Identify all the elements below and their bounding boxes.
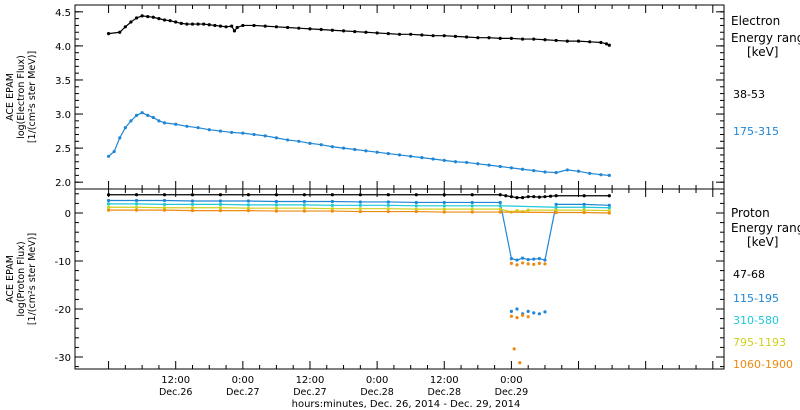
y-tick-label: -10 [55,257,71,268]
series-115-195 [106,198,611,316]
data-point [526,309,530,313]
x-date-label: Dec.28 [360,387,394,398]
legend-entry: 795-1193 [733,336,786,349]
x-date-label: Dec.29 [495,387,529,398]
x-date-label: Dec.27 [226,387,260,398]
data-point [526,262,530,266]
y-axis-label: log(Proton Flux) [16,241,27,316]
series-trace [108,15,610,46]
x-tick-label: 0:00 [366,375,388,386]
x-date-label: Dec.27 [293,387,327,398]
y-tick-label: -30 [55,353,71,364]
plot-frame [74,188,725,370]
legend-title: Energy ranges [731,221,800,235]
y-axis-label: ACE EPAM [5,255,16,303]
series-trace [108,209,610,214]
data-point [543,310,547,314]
plot-frame [74,4,725,190]
y-axis-label: log(Electron Flux) [16,55,27,139]
x-date-label: Dec.26 [159,387,193,398]
legend-entry: 1060-1900 [733,358,793,371]
data-point [512,347,516,351]
data-point [543,262,547,266]
legend-entry: 38-53 [733,88,765,101]
y-axis-label: [1/(cm²s ster MeV)] [27,233,38,325]
series-175-315 [106,111,611,177]
data-point [532,311,536,315]
data-point [515,316,519,320]
legend-entry: 175-315 [733,125,779,138]
series-310-580 [106,202,611,210]
legend-title: [keV] [747,45,778,59]
data-point [515,307,519,311]
data-point [526,315,530,319]
data-point [520,261,525,265]
legend-title: Energy ranges [731,31,800,45]
series-795-1193 [106,205,611,214]
y-axis-label: ACE EPAM [5,73,16,121]
x-tick-label: 0:00 [500,375,522,386]
x-tick-label: 12:00 [296,375,325,386]
x-axis-label: hours:minutes, Dec. 26, 2014 - Dec. 29, … [292,399,521,410]
data-point [537,261,541,265]
y-tick-label: 0 [65,209,71,220]
x-tick-label: 12:00 [430,375,459,386]
legend-title: Proton [731,206,770,220]
data-point [509,309,513,313]
legend-title: Electron [731,14,780,28]
data-point [509,314,513,318]
legend-entry: 310-580 [733,314,779,327]
y-tick-label: 2.5 [55,144,71,155]
y-tick-label: 4.0 [55,42,71,53]
series-38-53 [106,14,611,47]
data-point [518,361,522,365]
data-point [520,313,525,317]
x-tick-label: 0:00 [232,375,254,386]
data-point [532,262,536,266]
series-trace [108,199,610,261]
legend-entry: 47-68 [733,268,765,281]
x-tick-label: 12:00 [161,375,190,386]
data-point [537,312,541,316]
series-trace [108,206,610,213]
y-tick-label: 2.0 [55,178,71,189]
series-trace [108,112,610,176]
series-trace [108,203,610,209]
series-1060-1900 [106,208,611,365]
y-tick-label: 4.5 [55,8,71,19]
series-trace [108,194,610,199]
proton-panel: 0 -10 -20 -30 ACE EPAM log(Proton Flux) [1/(cm… [5,188,800,398]
y-axis-label: [1/(cm²s ster MeV)] [27,51,38,143]
y-tick-label: 3.5 [55,76,71,87]
legend-entry: 115-195 [733,292,779,305]
y-tick-label: 3.0 [55,110,71,121]
data-point [509,261,513,265]
x-date-label: Dec.28 [428,387,462,398]
y-tick-label: -20 [55,305,71,316]
series-47-68 [106,193,611,200]
legend-title: [keV] [747,235,778,249]
data-point [515,263,519,267]
electron-panel: 2.0 2.5 3.0 3.5 4.0 4.5 ACE EPAM log(Electron F… [5,4,800,190]
